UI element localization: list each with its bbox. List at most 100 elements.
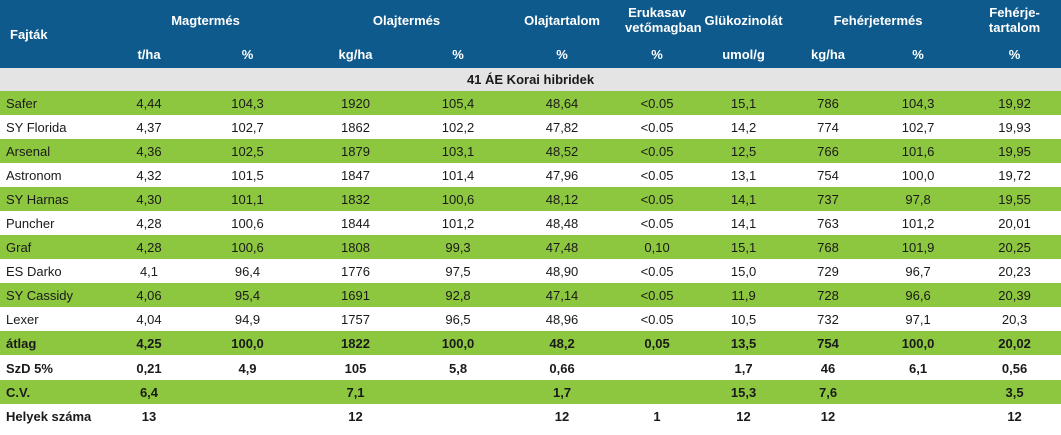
- header-feherjetartalom: Fehérje-tartalom: [968, 0, 1061, 40]
- table-cell: 19,95: [968, 139, 1061, 163]
- table-row: SY Florida 4,37 102,7 1862 102,2 47,82 <0.05 14…: [0, 115, 1061, 139]
- table-cell: 6,1: [868, 355, 969, 380]
- table-cell: 100,0: [407, 331, 510, 356]
- table-cell: 14,2: [699, 115, 789, 139]
- table-cell: 728: [788, 283, 869, 307]
- table-cell: 48,12: [509, 187, 616, 211]
- table-cell: 0,05: [615, 331, 700, 356]
- unit-header: kg/ha: [304, 40, 408, 68]
- table-cell: <0.05: [615, 91, 700, 115]
- section-title: 41 ÁE Korai hibridek: [0, 68, 1061, 91]
- table-cell: 105,4: [407, 91, 510, 115]
- row-label: Lexer: [0, 307, 107, 331]
- table-cell: 101,6: [868, 139, 969, 163]
- table-cell: 737: [788, 187, 869, 211]
- table-cell: 1847: [304, 163, 408, 187]
- table-cell: 100,6: [191, 235, 305, 259]
- table-cell: 1,7: [509, 380, 616, 404]
- table-cell: 103,1: [407, 139, 510, 163]
- table-cell: 12: [509, 404, 616, 428]
- table-cell: 100,0: [868, 163, 969, 187]
- header-glukozinolat: Glükozinolát: [699, 0, 789, 40]
- table-cell: 105: [304, 355, 408, 380]
- table-cell: 0,10: [615, 235, 700, 259]
- row-label: ES Darko: [0, 259, 107, 283]
- table-cell: 46: [788, 355, 869, 380]
- table-cell: 100,6: [407, 187, 510, 211]
- table-cell: 3,5: [968, 380, 1061, 404]
- table-cell: 4,25: [107, 331, 191, 356]
- table-cell: 96,4: [191, 259, 305, 283]
- table-cell: <0.05: [615, 283, 700, 307]
- unit-header: %: [509, 40, 616, 68]
- table-cell: 102,7: [868, 115, 969, 139]
- table-cell: 729: [788, 259, 869, 283]
- table-cell: 11,9: [699, 283, 789, 307]
- table-cell: 20,3: [968, 307, 1061, 331]
- row-label: SY Cassidy: [0, 283, 107, 307]
- row-label: Graf: [0, 235, 107, 259]
- table-cell: [191, 380, 305, 404]
- row-label: Arsenal: [0, 139, 107, 163]
- table-cell: 1776: [304, 259, 408, 283]
- table-cell: 15,0: [699, 259, 789, 283]
- table-cell: 14,1: [699, 187, 789, 211]
- table-cell: 101,5: [191, 163, 305, 187]
- table-cell: [615, 355, 700, 380]
- table-cell: 100,0: [868, 331, 969, 356]
- row-label: SY Florida: [0, 115, 107, 139]
- table-cell: 732: [788, 307, 869, 331]
- table-cell: 100,0: [191, 331, 305, 356]
- table-cell: 754: [788, 331, 869, 356]
- table-cell: 12: [968, 404, 1061, 428]
- table-cell: <0.05: [615, 259, 700, 283]
- table-cell: <0.05: [615, 139, 700, 163]
- table-cell: 1822: [304, 331, 408, 356]
- table-cell: 15,1: [699, 235, 789, 259]
- header-feherjetartalom-label: Fehérje-tartalom: [988, 5, 1041, 35]
- table-cell: 48,96: [509, 307, 616, 331]
- stat-row: Helyek száma 13 12 12 1 12 12 12: [0, 404, 1061, 428]
- table-cell: 4,44: [107, 91, 191, 115]
- table-row: Graf 4,28 100,6 1808 99,3 47,48 0,10 15,1 768 101…: [0, 235, 1061, 259]
- table-cell: 101,4: [407, 163, 510, 187]
- unit-header: t/ha: [107, 40, 191, 68]
- table-cell: 20,25: [968, 235, 1061, 259]
- table-cell: 14,1: [699, 211, 789, 235]
- table-cell: 4,28: [107, 211, 191, 235]
- row-label: átlag: [0, 331, 107, 356]
- table-cell: 97,1: [868, 307, 969, 331]
- table-cell: 4,36: [107, 139, 191, 163]
- table-cell: 1920: [304, 91, 408, 115]
- table-cell: 1,7: [699, 355, 789, 380]
- table-cell: 4,06: [107, 283, 191, 307]
- unit-header: %: [615, 40, 700, 68]
- table-row: Arsenal 4,36 102,5 1879 103,1 48,52 <0.05 12,5 7…: [0, 139, 1061, 163]
- unit-header: %: [407, 40, 510, 68]
- table-cell: 96,6: [868, 283, 969, 307]
- table-cell: [407, 404, 510, 428]
- header-erukasav: Erukasav vetőmagban: [615, 0, 702, 40]
- table-cell: 19,93: [968, 115, 1061, 139]
- table-cell: [868, 404, 969, 428]
- table-cell: 20,39: [968, 283, 1061, 307]
- table-cell: [407, 380, 510, 404]
- table-cell: 19,55: [968, 187, 1061, 211]
- table-row: Lexer 4,04 94,9 1757 96,5 48,96 <0.05 10,5 732 97…: [0, 307, 1061, 331]
- table-cell: 1879: [304, 139, 408, 163]
- table-cell: 100,6: [191, 211, 305, 235]
- stat-row: C.V. 6,4 7,1 1,7 15,3 7,6 3,5: [0, 380, 1061, 404]
- table-cell: 763: [788, 211, 869, 235]
- row-label: SzD 5%: [0, 355, 107, 380]
- table-cell: 4,9: [191, 355, 305, 380]
- table-cell: 102,2: [407, 115, 510, 139]
- table-cell: 101,1: [191, 187, 305, 211]
- table-row: ES Darko 4,1 96,4 1776 97,5 48,90 <0.05 15,0 729…: [0, 259, 1061, 283]
- table-cell: 94,9: [191, 307, 305, 331]
- row-label: Helyek száma: [0, 404, 107, 428]
- table-cell: 15,3: [699, 380, 789, 404]
- table-cell: <0.05: [615, 187, 700, 211]
- table-cell: 20,02: [968, 331, 1061, 356]
- unit-header: %: [191, 40, 305, 68]
